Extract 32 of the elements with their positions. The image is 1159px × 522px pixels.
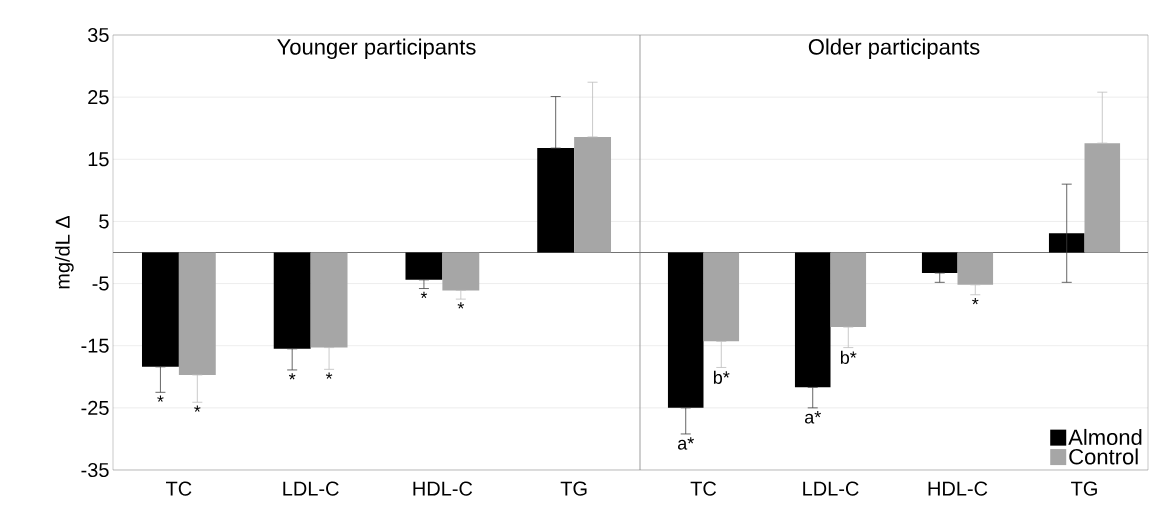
legend-label: Almond (1068, 428, 1142, 446)
y-tick-label: 25 (88, 90, 109, 105)
y-tick-label: -25 (81, 400, 109, 415)
y-tick-label: -15 (81, 338, 109, 353)
x-tick-label: TG (1071, 481, 1097, 496)
y-tick-label: 15 (88, 152, 109, 167)
y-tick-label: -35 (81, 462, 109, 478)
chart-title: Older participants (808, 38, 980, 60)
x-tick-label: LDL-C (283, 481, 339, 496)
data-label: b* (840, 350, 857, 364)
y-tick-label: -5 (92, 276, 109, 291)
chart-title: Younger participants (277, 38, 476, 60)
x-tick-label: LDL-C (803, 481, 859, 496)
y-tick-label: 5 (99, 214, 109, 229)
legend-label: Control (1069, 448, 1138, 465)
y-tick-label: 35 (87, 27, 109, 43)
data-label: a* (804, 411, 821, 424)
data-label: * (157, 395, 164, 402)
x-tick-label: HDL-C (928, 481, 988, 496)
data-label: * (288, 373, 296, 380)
data-label: * (457, 302, 465, 309)
x-tick-label: TG (560, 481, 587, 496)
x-tick-label: HDL-C (413, 481, 473, 496)
data-label: * (194, 405, 201, 412)
x-tick-label: TC (690, 481, 717, 496)
data-label: * (420, 291, 428, 299)
data-label: a* (677, 437, 694, 450)
data-label: b* (713, 370, 730, 384)
data-label: * (325, 372, 333, 379)
x-tick-label: TC (166, 481, 192, 496)
y-axis-title: mg/dL Δ (55, 215, 74, 289)
data-label: * (972, 297, 979, 305)
